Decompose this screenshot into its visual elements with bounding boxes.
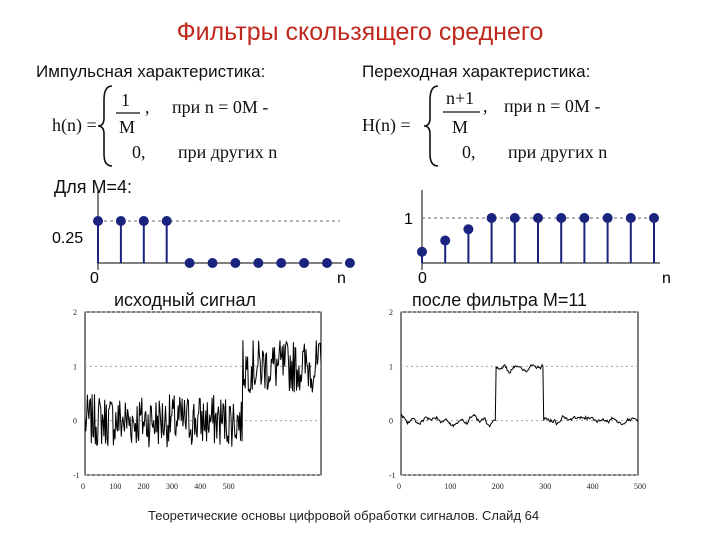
step-sample-8: [602, 213, 613, 223]
filtered-xtick-3: 300: [539, 482, 551, 491]
filtered-xtick-5: 500: [634, 482, 646, 491]
step-sample-5: [533, 213, 543, 223]
H-lhs: H(n) =: [362, 115, 411, 136]
step-sample-9: [625, 213, 636, 223]
step-sample-1: [440, 235, 451, 246]
source-ytick-1: 1: [73, 362, 77, 371]
impulse-sample-10: [322, 258, 332, 268]
H-cond2: при других n: [508, 142, 607, 162]
filtered-signal-caption: после фильтра M=11: [412, 290, 588, 310]
source-xtick-1: 100: [109, 482, 121, 491]
h-val2: 0,: [132, 142, 146, 162]
h-cond1: при n = 0M -: [172, 97, 268, 117]
source-xtick-4: 400: [194, 482, 206, 491]
stem1-origin-label: 0: [90, 270, 99, 287]
filtered-xtick-2: 200: [492, 482, 504, 491]
h-comma: ,: [145, 97, 150, 117]
step-sample-2: [463, 224, 474, 235]
impulse-response-heading: Импульсная характеристика:: [36, 62, 266, 81]
filtered-trace: [400, 363, 639, 428]
plot1-frame: [84, 311, 322, 476]
filtered-ytick-2: 0: [389, 417, 393, 426]
stem2-x-label: n: [662, 270, 671, 287]
slide-title: Фильтры скользящего среднего: [176, 18, 544, 46]
impulse-sample-6: [230, 258, 241, 268]
step-sample-10: [649, 213, 659, 223]
H-den: M: [452, 117, 468, 137]
step-sample-6: [556, 213, 567, 223]
impulse-sample-0: [93, 216, 103, 226]
step-formula: H(n) = n+1 M , при n = 0M - 0, при други…: [362, 85, 607, 167]
impulse-stem-chart: 0.25 0 n: [52, 190, 355, 287]
impulse-sample-9: [299, 258, 310, 268]
source-xtick-2: 200: [138, 482, 150, 491]
step-stem-chart: 1 0 n: [404, 190, 671, 287]
H-num: n+1: [446, 88, 474, 108]
impulse-formula: h(n) = 1 M , при n = 0M - 0, при других …: [52, 85, 277, 167]
source-trace: [84, 340, 322, 448]
h-den: M: [119, 117, 135, 137]
h-num: 1: [121, 90, 130, 110]
source-ytick-3: -1: [73, 471, 80, 480]
impulse-sample-4: [184, 258, 195, 268]
H-brace: [423, 85, 439, 167]
filtered-ytick-1: 1: [389, 362, 393, 371]
stem2-origin-label: 0: [418, 270, 427, 287]
step-sample-4: [509, 213, 520, 223]
H-val2: 0,: [462, 142, 476, 162]
source-ytick-2: 0: [73, 417, 77, 426]
h-cond2: при других n: [178, 142, 277, 162]
impulse-sample-11: [344, 258, 355, 268]
impulse-sample-3: [161, 216, 172, 226]
step-sample-0: [417, 246, 427, 257]
H-comma: ,: [483, 96, 488, 116]
stem1-x-label: n: [337, 270, 346, 287]
source-signal-caption: исходный сигнал: [114, 290, 256, 310]
step-response-heading: Переходная характеристика:: [362, 62, 591, 81]
plot2-frame: [400, 311, 639, 476]
impulse-sample-8: [276, 258, 287, 268]
filtered-ytick-0: 2: [389, 308, 393, 317]
step-sample-3: [486, 213, 497, 223]
h-lhs: h(n) =: [52, 115, 97, 136]
filtered-ytick-3: -1: [389, 471, 396, 480]
source-xtick-0: 0: [81, 482, 85, 491]
stem2-y-tick: 1: [404, 211, 413, 228]
m4-label: Для M=4:: [54, 177, 132, 197]
filtered-xtick-0: 0: [397, 482, 401, 491]
step-sample-7: [579, 213, 590, 223]
stem1-y-tick: 0.25: [52, 230, 83, 247]
impulse-sample-2: [138, 216, 149, 226]
source-xtick-5: 500: [223, 482, 235, 491]
h-brace: [97, 85, 113, 167]
filtered-xtick-1: 100: [444, 482, 456, 491]
impulse-sample-1: [115, 216, 126, 226]
source-xtick-3: 300: [166, 482, 178, 491]
impulse-sample-5: [207, 258, 218, 268]
impulse-sample-7: [253, 258, 264, 268]
source-ytick-0: 2: [73, 308, 77, 317]
filtered-xtick-4: 400: [587, 482, 599, 491]
slide-footer: Теоретические основы цифровой обработки …: [148, 508, 540, 523]
H-cond1: при n = 0M -: [504, 96, 600, 116]
